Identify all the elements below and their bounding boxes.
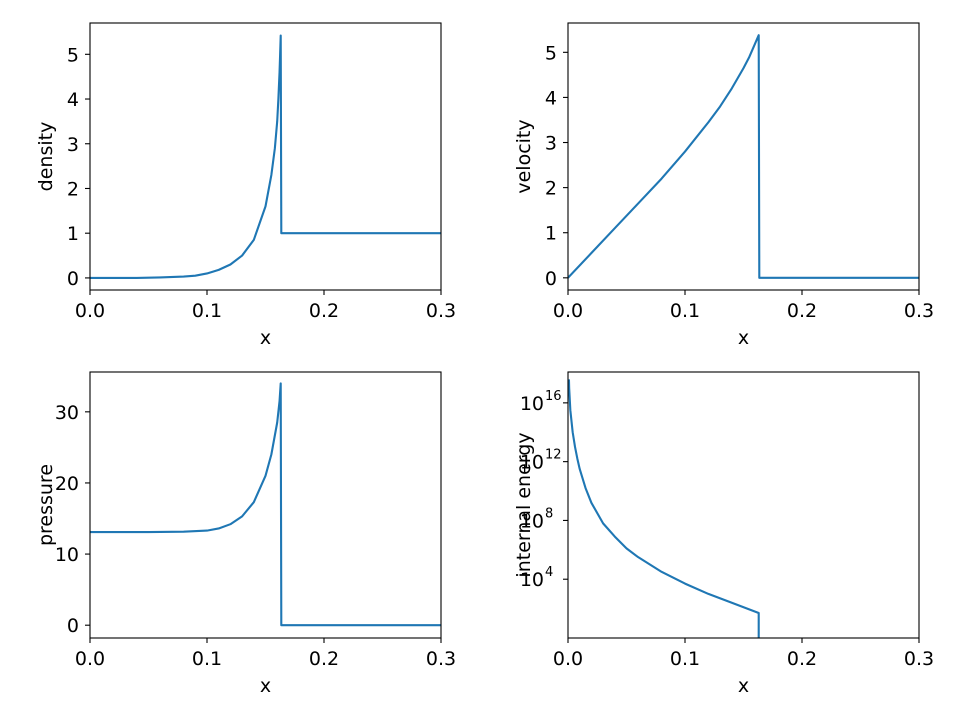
velocity-series-line (568, 34, 919, 279)
pressure-panel: 0.0 0.1 0.2 0.3 0 10 20 30 x pressure (35, 371, 456, 697)
pressure-xtick-label: 0.2 (309, 648, 339, 670)
velocity-xtick-label: 0.1 (670, 300, 700, 322)
internal-energy-ytick-exponent: 12 (545, 448, 562, 463)
internal-energy-ytick-exponent: 8 (545, 506, 553, 521)
pressure-ytick-label: 20 (55, 473, 79, 495)
density-xtick-label: 0.1 (192, 300, 222, 322)
pressure-ytick-label: 30 (55, 402, 79, 424)
pressure-ytick-label: 0 (67, 615, 79, 637)
density-panel: 0.0 0.1 0.2 0.3 0 1 2 3 4 5 x density (35, 22, 456, 349)
density-ytick-label: 3 (67, 134, 79, 156)
density-xtick-label: 0.3 (426, 300, 456, 322)
internal-energy-ytick-label: 10 (520, 569, 544, 591)
density-xlabel: x (260, 327, 271, 349)
pressure-xtick-label: 0.1 (192, 648, 222, 670)
pressure-xtick-label: 0.0 (75, 648, 105, 670)
density-xtick-label: 0.0 (75, 300, 105, 322)
density-series-line (90, 34, 441, 279)
velocity-xtick-label: 0.0 (553, 300, 583, 322)
internal-energy-xlabel: x (738, 675, 749, 697)
density-ytick-label: 4 (67, 89, 79, 111)
internal-energy-ytick-exponent: 16 (545, 389, 562, 404)
velocity-ytick-label: 5 (545, 42, 557, 64)
internal-energy-xtick-label: 0.3 (904, 648, 934, 670)
internal-energy-ytick-label: 10 (520, 393, 544, 415)
internal-energy-ylabel: internal energy (513, 432, 535, 577)
pressure-axes-frame (89, 371, 442, 639)
internal-energy-ytick-label: 10 (520, 452, 544, 474)
velocity-ytick-label: 2 (545, 178, 557, 200)
density-ytick-label: 2 (67, 178, 79, 200)
pressure-xtick-label: 0.3 (426, 648, 456, 670)
internal-energy-xtick-label: 0.0 (553, 648, 583, 670)
velocity-xtick-label: 0.3 (904, 300, 934, 322)
velocity-ytick-label: 0 (545, 268, 557, 290)
velocity-panel: 0.0 0.1 0.2 0.3 0 1 2 3 4 5 x velocity (513, 22, 934, 349)
internal-energy-axes-frame (567, 371, 920, 639)
velocity-ytick-label: 1 (545, 223, 557, 245)
pressure-series-line (90, 382, 441, 627)
density-ytick-label: 5 (67, 44, 79, 66)
velocity-xlabel: x (738, 327, 749, 349)
density-ytick-label: 0 (67, 268, 79, 290)
internal-energy-xtick-label: 0.1 (670, 648, 700, 670)
internal-energy-ytick-exponent: 4 (545, 565, 553, 580)
internal-energy-ytick-label: 10 (520, 510, 544, 532)
velocity-ytick-label: 3 (545, 133, 557, 155)
internal-energy-series-line (568, 379, 760, 638)
velocity-ylabel: velocity (513, 119, 535, 193)
pressure-xlabel: x (260, 675, 271, 697)
pressure-ylabel: pressure (35, 464, 57, 546)
velocity-axes-frame (567, 22, 920, 291)
density-ylabel: density (35, 122, 57, 192)
density-axes-frame (89, 22, 442, 291)
density-xtick-label: 0.2 (309, 300, 339, 322)
pressure-ytick-label: 10 (55, 544, 79, 566)
internal-energy-xtick-label: 0.2 (787, 648, 817, 670)
velocity-ytick-label: 4 (545, 87, 557, 109)
density-ytick-label: 1 (67, 223, 79, 245)
velocity-xtick-label: 0.2 (787, 300, 817, 322)
